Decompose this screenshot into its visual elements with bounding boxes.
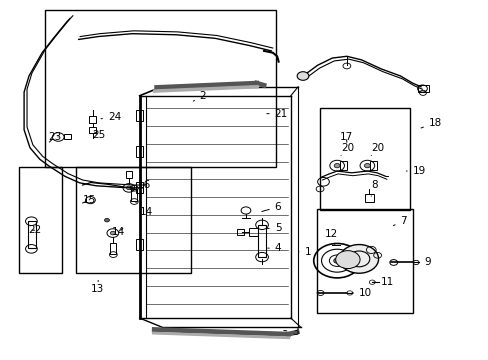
Text: 19: 19 — [406, 166, 425, 176]
Text: 11: 11 — [373, 277, 393, 287]
Bar — [131, 189, 137, 201]
Bar — [76, 167, 190, 273]
Bar — [237, 229, 243, 234]
Text: 17: 17 — [339, 132, 352, 142]
Bar — [249, 228, 257, 235]
Bar — [339, 161, 346, 170]
Circle shape — [104, 219, 109, 222]
Text: 4: 4 — [267, 243, 281, 253]
Text: 12: 12 — [325, 229, 338, 244]
Text: 23: 23 — [48, 132, 61, 142]
Bar — [136, 110, 143, 121]
Bar — [316, 209, 412, 313]
Circle shape — [333, 163, 339, 168]
Bar — [89, 116, 96, 123]
Bar — [64, 134, 71, 139]
Circle shape — [333, 258, 340, 263]
Text: 5: 5 — [267, 224, 281, 233]
Text: 13: 13 — [91, 280, 104, 294]
Text: 8: 8 — [370, 180, 377, 196]
Bar — [19, 167, 61, 273]
Text: 22: 22 — [28, 225, 41, 235]
Bar — [136, 182, 143, 193]
Circle shape — [339, 244, 378, 273]
Bar — [417, 85, 428, 92]
Text: 10: 10 — [351, 288, 371, 298]
Circle shape — [364, 163, 369, 168]
Bar — [257, 225, 266, 257]
Text: 20: 20 — [340, 143, 353, 156]
Circle shape — [126, 186, 131, 190]
Text: 3: 3 — [283, 327, 298, 337]
Text: 16: 16 — [130, 180, 151, 190]
Circle shape — [335, 251, 359, 269]
Text: 9: 9 — [416, 257, 430, 267]
Text: 2: 2 — [193, 91, 206, 101]
Text: 15: 15 — [82, 195, 96, 205]
Circle shape — [297, 72, 308, 80]
Bar — [125, 171, 132, 178]
Bar — [136, 239, 143, 250]
Bar — [136, 146, 143, 157]
Bar — [110, 243, 116, 253]
Text: 1: 1 — [298, 247, 310, 257]
Text: 21: 21 — [266, 109, 287, 119]
Bar — [27, 221, 36, 248]
Text: 24: 24 — [101, 112, 121, 122]
Circle shape — [110, 231, 115, 235]
Text: 7: 7 — [392, 216, 407, 226]
Bar — [364, 194, 373, 202]
Bar — [44, 10, 276, 167]
Text: 25: 25 — [92, 130, 105, 140]
Text: 14: 14 — [135, 202, 153, 217]
Text: 20: 20 — [370, 143, 384, 156]
Text: 6: 6 — [261, 202, 281, 212]
Bar — [320, 108, 409, 211]
Bar — [89, 127, 96, 134]
Text: 18: 18 — [420, 118, 441, 128]
Bar — [369, 161, 376, 170]
Text: 14: 14 — [112, 227, 125, 237]
